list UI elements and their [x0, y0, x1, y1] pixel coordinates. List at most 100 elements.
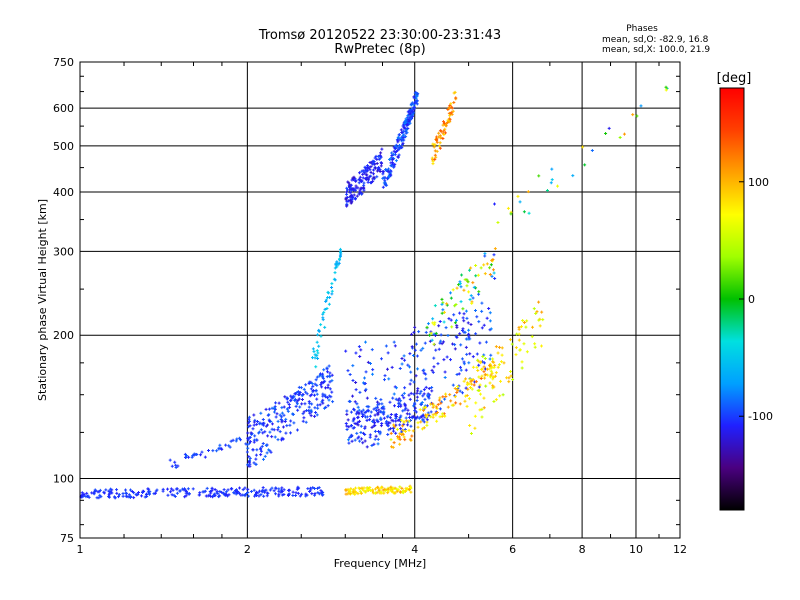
data-point [420, 427, 424, 431]
data-point [390, 161, 394, 165]
data-point [436, 362, 440, 366]
data-point [492, 271, 496, 275]
data-point [396, 135, 400, 139]
data-point [363, 376, 367, 380]
data-point [460, 273, 464, 277]
data-point [198, 491, 202, 495]
data-point [254, 453, 258, 457]
data-point [465, 404, 469, 408]
data-point [328, 375, 332, 379]
data-point [213, 488, 217, 492]
data-point [484, 373, 488, 377]
data-point [351, 195, 355, 199]
data-point [356, 436, 360, 440]
data-point [444, 122, 448, 126]
data-point [527, 211, 531, 215]
data-point [361, 408, 365, 412]
data-point [357, 486, 361, 490]
data-point [413, 106, 417, 110]
data-point [664, 85, 668, 89]
data-point [246, 443, 250, 447]
data-point [364, 340, 368, 344]
data-point [261, 486, 265, 490]
data-point [399, 404, 403, 408]
data-point [295, 390, 299, 394]
data-point [380, 402, 384, 406]
data-point [244, 442, 248, 446]
data-point [374, 396, 378, 400]
data-point [408, 121, 412, 125]
data-point [110, 491, 114, 495]
data-point [519, 325, 523, 329]
data-point [462, 330, 466, 334]
data-point [339, 249, 343, 253]
data-point [270, 486, 274, 490]
data-point [459, 300, 463, 304]
data-point [289, 399, 293, 403]
data-point [583, 163, 587, 167]
data-point [438, 341, 442, 345]
data-point [346, 369, 350, 373]
data-point [590, 149, 594, 153]
data-point [143, 495, 147, 499]
data-point [437, 131, 441, 135]
data-point [357, 345, 361, 349]
data-point [259, 493, 263, 497]
data-point [347, 425, 351, 429]
data-point [438, 319, 442, 323]
data-point [153, 491, 157, 495]
data-point [284, 431, 288, 435]
data-point [491, 357, 495, 361]
data-point [345, 186, 349, 190]
data-point [347, 441, 351, 445]
data-point [406, 408, 410, 412]
data-point [400, 430, 404, 434]
data-point [264, 488, 268, 492]
data-point [404, 429, 408, 433]
data-point [319, 383, 323, 387]
data-point [246, 463, 250, 467]
data-point [358, 439, 362, 443]
data-point [322, 406, 326, 410]
data-point [300, 492, 304, 496]
data-point [358, 489, 362, 493]
data-point [474, 401, 478, 405]
data-point [364, 370, 368, 374]
data-point [321, 398, 325, 402]
data-point [226, 488, 230, 492]
data-point [398, 442, 402, 446]
data-point [261, 421, 265, 425]
data-point [363, 426, 367, 430]
data-point [476, 273, 480, 277]
data-point [326, 404, 330, 408]
data-point [516, 194, 520, 198]
data-point [310, 381, 314, 385]
data-point [434, 331, 438, 335]
data-point [412, 330, 416, 334]
data-point [339, 252, 343, 256]
data-point [253, 494, 257, 498]
data-point [252, 423, 256, 427]
data-point [355, 402, 359, 406]
data-point [386, 489, 390, 493]
data-point [353, 197, 357, 201]
data-point [313, 406, 317, 410]
data-point [281, 425, 285, 429]
data-point [280, 438, 284, 442]
data-point [401, 138, 405, 142]
data-point [464, 377, 468, 381]
data-point [254, 462, 258, 466]
data-point [383, 487, 387, 491]
data-point [489, 369, 493, 373]
data-point [430, 385, 434, 389]
data-point [302, 416, 306, 420]
data-point [376, 437, 380, 441]
data-point [353, 438, 357, 442]
data-point [262, 494, 266, 498]
data-point [418, 392, 422, 396]
x-axis-label: Frequency [MHz] [334, 557, 426, 570]
data-point [493, 247, 497, 251]
data-point [409, 424, 413, 428]
data-point [231, 438, 235, 442]
data-point [405, 128, 409, 132]
